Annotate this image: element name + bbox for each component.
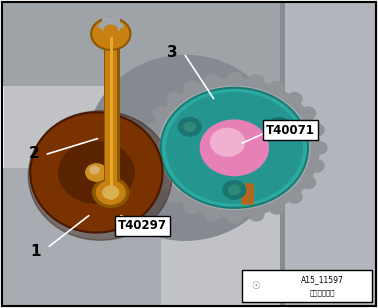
Circle shape bbox=[145, 160, 160, 172]
Text: ☉: ☉ bbox=[251, 281, 260, 291]
FancyBboxPatch shape bbox=[113, 35, 117, 200]
Text: A15_11597: A15_11597 bbox=[301, 275, 344, 284]
Circle shape bbox=[227, 72, 242, 85]
FancyBboxPatch shape bbox=[263, 120, 318, 140]
Circle shape bbox=[96, 181, 125, 204]
Text: 3: 3 bbox=[167, 45, 177, 60]
Circle shape bbox=[184, 122, 195, 132]
FancyBboxPatch shape bbox=[105, 35, 117, 200]
Circle shape bbox=[227, 211, 242, 223]
Circle shape bbox=[312, 142, 327, 154]
Circle shape bbox=[287, 191, 302, 203]
Circle shape bbox=[273, 122, 285, 132]
Circle shape bbox=[142, 142, 157, 154]
Circle shape bbox=[249, 209, 264, 221]
Text: T40297: T40297 bbox=[118, 219, 167, 232]
Circle shape bbox=[145, 124, 160, 136]
Circle shape bbox=[93, 178, 129, 207]
Circle shape bbox=[167, 191, 182, 203]
Circle shape bbox=[301, 176, 316, 188]
Circle shape bbox=[178, 118, 201, 136]
Circle shape bbox=[287, 93, 302, 105]
Circle shape bbox=[269, 82, 284, 94]
Circle shape bbox=[90, 166, 99, 174]
Circle shape bbox=[184, 82, 200, 94]
Circle shape bbox=[104, 25, 118, 36]
FancyBboxPatch shape bbox=[280, 2, 285, 306]
Text: 2: 2 bbox=[29, 147, 39, 161]
FancyBboxPatch shape bbox=[116, 35, 120, 200]
Circle shape bbox=[91, 18, 130, 50]
Circle shape bbox=[167, 93, 302, 203]
Circle shape bbox=[200, 120, 268, 176]
Circle shape bbox=[309, 160, 324, 172]
Circle shape bbox=[309, 124, 324, 136]
FancyBboxPatch shape bbox=[115, 216, 170, 236]
FancyBboxPatch shape bbox=[242, 270, 372, 302]
Circle shape bbox=[211, 128, 245, 156]
Text: T40071: T40071 bbox=[266, 124, 314, 137]
Circle shape bbox=[205, 75, 220, 87]
Circle shape bbox=[249, 75, 264, 87]
Circle shape bbox=[229, 185, 240, 195]
Circle shape bbox=[223, 180, 246, 199]
FancyBboxPatch shape bbox=[104, 35, 108, 200]
Circle shape bbox=[301, 107, 316, 119]
FancyBboxPatch shape bbox=[241, 183, 254, 205]
Circle shape bbox=[153, 176, 168, 188]
Circle shape bbox=[167, 93, 182, 105]
Circle shape bbox=[149, 79, 319, 217]
Ellipse shape bbox=[30, 112, 163, 233]
Circle shape bbox=[153, 107, 168, 119]
FancyBboxPatch shape bbox=[2, 2, 372, 86]
Ellipse shape bbox=[28, 111, 172, 240]
FancyBboxPatch shape bbox=[2, 168, 161, 306]
Circle shape bbox=[103, 186, 119, 199]
FancyBboxPatch shape bbox=[2, 2, 376, 306]
Text: 1: 1 bbox=[31, 244, 41, 258]
Circle shape bbox=[161, 88, 308, 208]
Wedge shape bbox=[98, 20, 124, 32]
FancyBboxPatch shape bbox=[4, 3, 374, 305]
Circle shape bbox=[205, 209, 220, 221]
FancyBboxPatch shape bbox=[102, 17, 119, 31]
Text: 汽车技术论坛: 汽车技术论坛 bbox=[310, 290, 336, 296]
Circle shape bbox=[184, 202, 199, 214]
FancyBboxPatch shape bbox=[110, 35, 114, 200]
Circle shape bbox=[269, 202, 284, 214]
Ellipse shape bbox=[87, 55, 284, 240]
Circle shape bbox=[268, 118, 290, 136]
Circle shape bbox=[159, 86, 310, 209]
FancyBboxPatch shape bbox=[107, 35, 111, 200]
Ellipse shape bbox=[59, 142, 134, 203]
FancyBboxPatch shape bbox=[110, 35, 113, 200]
FancyBboxPatch shape bbox=[284, 2, 376, 306]
Ellipse shape bbox=[86, 164, 107, 181]
